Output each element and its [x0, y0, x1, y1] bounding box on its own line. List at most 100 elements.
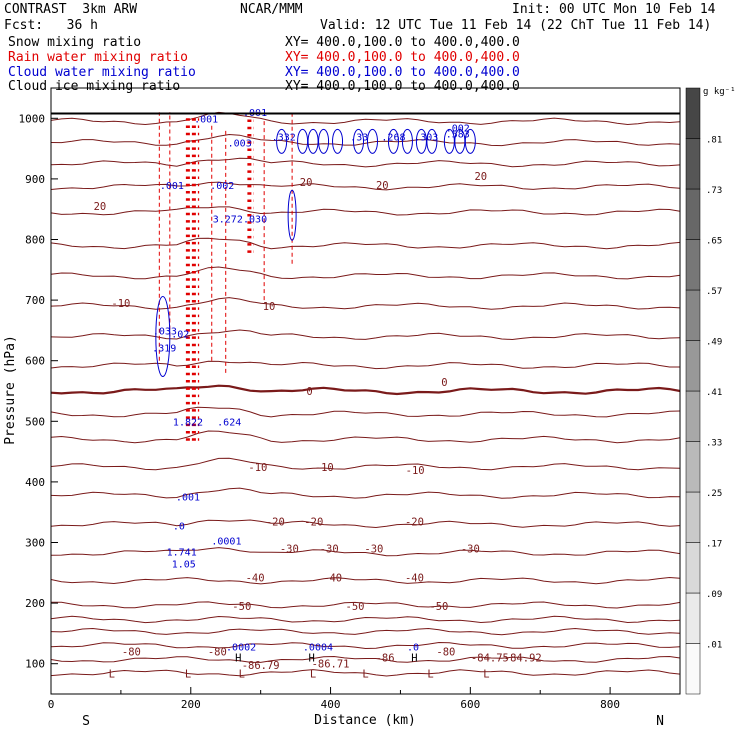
maximum-value-label: .003: [228, 139, 252, 150]
contour-label: -30: [280, 544, 299, 556]
valid-time: Valid: 12 UTC Tue 11 Feb 14 (22 ChT Tue …: [320, 18, 712, 33]
extremum-marker: H: [235, 653, 241, 665]
cloud-water-cell: [464, 128, 476, 154]
colorbar-swatch: [685, 239, 701, 291]
colorbar-label: .09: [706, 590, 722, 600]
colorbar-swatch: [685, 138, 701, 190]
temperature-contour: [50, 237, 681, 250]
contour-label: 20: [94, 201, 107, 213]
legend-rain-name: Rain water mixing ratio: [8, 50, 189, 65]
colorbar-label: .57: [706, 287, 722, 297]
temperature-contour: [50, 655, 681, 663]
contour-label: 0: [306, 386, 312, 398]
temperature-contour: [50, 206, 681, 216]
maximum-value-label: .33: [350, 132, 368, 143]
extremum-marker: L: [362, 668, 368, 680]
temperature-contour: [51, 601, 681, 609]
maximum-value-label: .0: [407, 643, 419, 654]
temperature-contour: [50, 384, 681, 396]
legend-rain-xy: XY= 400.0,100.0 to 400.0,400.0: [285, 50, 520, 65]
cloud-water-cell: [387, 128, 399, 154]
init-time: Init: 00 UTC Mon 10 Feb 14: [512, 2, 716, 17]
colorbar-swatch: [685, 491, 701, 543]
y-tick-label: 500: [25, 415, 45, 428]
maximum-value-label: 1.05: [172, 560, 196, 571]
contour-label: -10: [406, 465, 425, 477]
colorbar-label: .49: [706, 338, 722, 348]
contour-label: -50: [429, 601, 448, 613]
maximum-value-label: .0: [173, 522, 185, 533]
maximum-value-label: .033: [153, 326, 177, 337]
contour-label: -80: [122, 647, 141, 659]
colorbar-label: .73: [706, 186, 722, 196]
cloud-water-cell: [155, 295, 171, 377]
colorbar-label: .17: [706, 540, 722, 550]
extremum-marker: H: [309, 653, 315, 665]
colorbar-label: .01: [706, 641, 722, 651]
maximum-value-label: .0002: [226, 643, 256, 654]
contour-label: -80: [208, 647, 227, 659]
temperature-contour: [50, 430, 681, 444]
extremum-marker: L: [310, 668, 316, 680]
x-tick-label: 400: [321, 698, 341, 711]
plot-org: NCAR/MMM: [240, 2, 303, 17]
contour-label: -10: [315, 462, 334, 474]
temperature-contour: [50, 111, 681, 126]
x-tick-label: 800: [600, 698, 620, 711]
cloud-water-cell: [276, 128, 288, 154]
maximum-value-label: .268: [381, 132, 405, 143]
maximum-value-label: .002: [210, 181, 234, 192]
maximum-value-label: 3.272: [213, 214, 243, 225]
maximum-value-label: .02: [171, 329, 189, 340]
forecast-hour: Fcst: 36 h: [4, 18, 98, 33]
temperature-contour: [50, 329, 681, 341]
maximum-value-label: .303: [414, 132, 438, 143]
legend-ice-xy: XY= 400.0,100.0 to 400.0,400.0: [285, 79, 520, 94]
contour-label: -40: [405, 573, 424, 585]
y-tick-label: 300: [25, 537, 45, 550]
temperature-contour: [50, 360, 680, 370]
cloud-water-cell: [287, 189, 297, 241]
contour-label: -86.71: [312, 659, 350, 671]
contour-label: -50: [232, 601, 251, 613]
extremum-marker: L: [109, 668, 115, 680]
cloud-water-cell: [401, 128, 413, 154]
colorbar-unit: g kg⁻¹: [703, 87, 736, 97]
maximum-value-label: 1.741: [167, 548, 197, 559]
y-tick-label: 200: [25, 597, 45, 610]
temperature-contour: [50, 266, 681, 280]
colorbar-label: .25: [706, 489, 722, 499]
colorbar-swatch: [685, 390, 701, 442]
colorbar-swatch: [685, 289, 701, 341]
legend-cloud-name: Cloud water mixing ratio: [8, 65, 196, 80]
y-axis-label: Pressure (hPa): [3, 335, 18, 445]
temperature-contour: [50, 627, 681, 636]
x-tick-label: 200: [181, 698, 201, 711]
extremum-marker: L: [427, 668, 433, 680]
maximum-value-label: .319: [152, 343, 176, 354]
temperature-contour: [50, 181, 681, 191]
y-tick-label: 600: [25, 355, 45, 368]
contour-label: -50: [346, 601, 365, 613]
plot-title: CONTRAST 3km ARW: [4, 2, 138, 17]
y-tick-label: 100: [25, 658, 45, 671]
maximum-value-label: .0004: [303, 643, 333, 654]
contour-label: -86: [376, 653, 395, 665]
legend-ice-name: Cloud ice mixing ratio: [8, 79, 181, 94]
extremum-marker: H: [411, 653, 417, 665]
temperature-contour: [50, 576, 681, 585]
contour-label: -80: [436, 647, 455, 659]
contour-label: -20: [405, 516, 424, 528]
contour-label: -84.75: [471, 653, 509, 665]
extremum-marker: L: [239, 668, 245, 680]
cloud-water-cell: [297, 128, 309, 154]
contour-label: 20: [300, 177, 313, 189]
x-tick-label: 600: [460, 698, 480, 711]
colorbar-label: .81: [706, 136, 722, 146]
temperature-contour: [50, 669, 681, 677]
south-label: S: [82, 714, 90, 729]
colorbar-swatch: [685, 87, 701, 139]
maximum-value-label: .002: [446, 123, 470, 134]
maximum-value-label: .624: [217, 417, 241, 428]
maximum-value-label: .030: [243, 214, 267, 225]
